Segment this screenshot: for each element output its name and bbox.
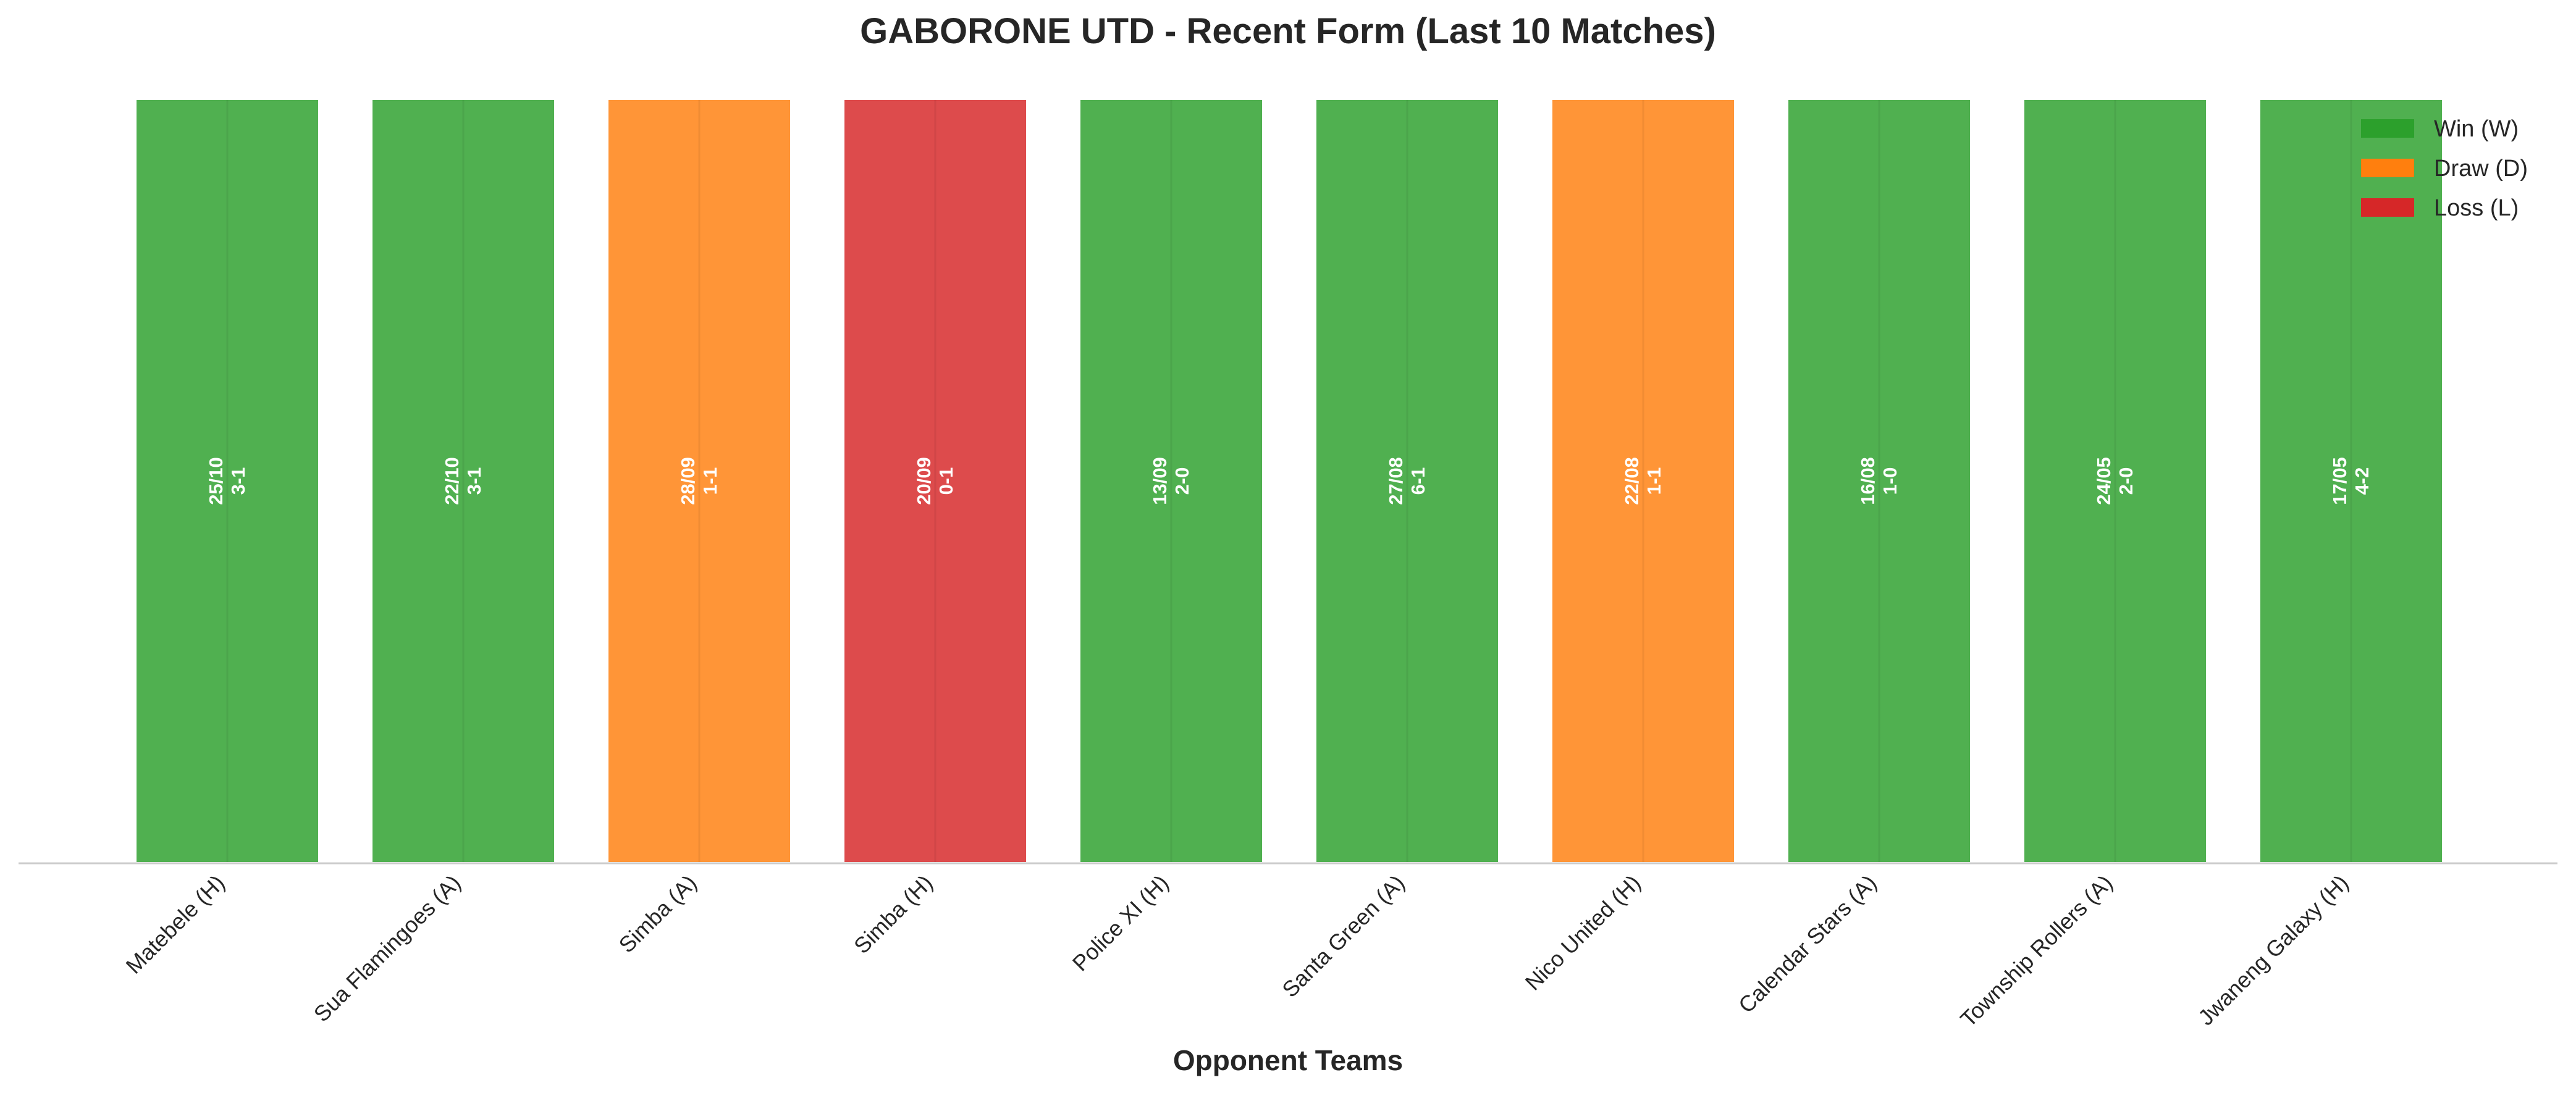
bar-label: 20/090-1 bbox=[913, 457, 957, 505]
bar-label-date: 22/08 bbox=[1621, 457, 1643, 505]
bar-label-score: 0-1 bbox=[935, 467, 957, 495]
legend-swatch bbox=[2361, 159, 2414, 177]
bar-label-score: 1-0 bbox=[1879, 467, 1901, 495]
bar-label: 27/086-1 bbox=[1385, 457, 1429, 505]
bar-label-date: 22/10 bbox=[441, 457, 463, 505]
bar-1 bbox=[134, 98, 321, 865]
bar-label-score: 2-0 bbox=[1171, 467, 1193, 495]
bar-label-score: 2-0 bbox=[2115, 467, 2137, 495]
bar-label-group: 25/103-1 22/103-1 28/091-1 20/090-1 13/092-0… bbox=[205, 457, 2373, 505]
bar-label: 17/054-2 bbox=[2329, 457, 2373, 505]
bar-label: 16/081-0 bbox=[1857, 457, 1901, 505]
bar-3 bbox=[606, 98, 793, 865]
bar-label-date: 13/09 bbox=[1149, 457, 1171, 505]
bar-label-date: 24/05 bbox=[2093, 457, 2115, 505]
bar-label-date: 20/09 bbox=[913, 457, 935, 505]
bar-label-score: 4-2 bbox=[2351, 467, 2373, 495]
bar-label-date: 17/05 bbox=[2329, 457, 2351, 505]
bar-label: 24/052-0 bbox=[2093, 457, 2137, 505]
bar-label: 22/081-1 bbox=[1621, 457, 1665, 505]
bar-group bbox=[134, 98, 2444, 865]
legend: Win (W) Draw (D) Loss (L) bbox=[2361, 116, 2528, 221]
bar-label-score: 1-1 bbox=[699, 467, 721, 495]
bar-label-date: 16/08 bbox=[1857, 457, 1879, 505]
legend-label: Win (W) bbox=[2434, 116, 2519, 142]
bar-8 bbox=[1786, 98, 1972, 865]
legend-swatch bbox=[2361, 119, 2414, 138]
bar-7 bbox=[1550, 98, 1736, 865]
bar-label-date: 25/10 bbox=[205, 457, 227, 505]
chart-title: GABORONE UTD - Recent Form (Last 10 Matc… bbox=[860, 11, 1716, 51]
legend-swatch bbox=[2361, 198, 2414, 217]
bar-label: 13/092-0 bbox=[1149, 457, 1193, 505]
bar-label-score: 1-1 bbox=[1643, 467, 1665, 495]
legend-label: Draw (D) bbox=[2434, 156, 2528, 182]
bar-label-date: 28/09 bbox=[677, 457, 699, 505]
legend-label: Loss (L) bbox=[2434, 195, 2519, 221]
bar-4 bbox=[842, 98, 1029, 865]
bar-label: 28/091-1 bbox=[677, 457, 721, 505]
bar-label-score: 6-1 bbox=[1407, 467, 1429, 495]
x-axis-label: Opponent Teams bbox=[1173, 1044, 1403, 1076]
bar-10 bbox=[2258, 98, 2444, 865]
bar-label: 22/103-1 bbox=[441, 457, 485, 505]
bar-5 bbox=[1078, 98, 1265, 865]
bar-9 bbox=[2022, 98, 2208, 865]
bar-label-date: 27/08 bbox=[1385, 457, 1407, 505]
bar-label-score: 3-1 bbox=[463, 467, 485, 495]
bar-label-score: 3-1 bbox=[227, 467, 249, 495]
bar-label: 25/103-1 bbox=[205, 457, 249, 505]
bar-6 bbox=[1314, 98, 1501, 865]
